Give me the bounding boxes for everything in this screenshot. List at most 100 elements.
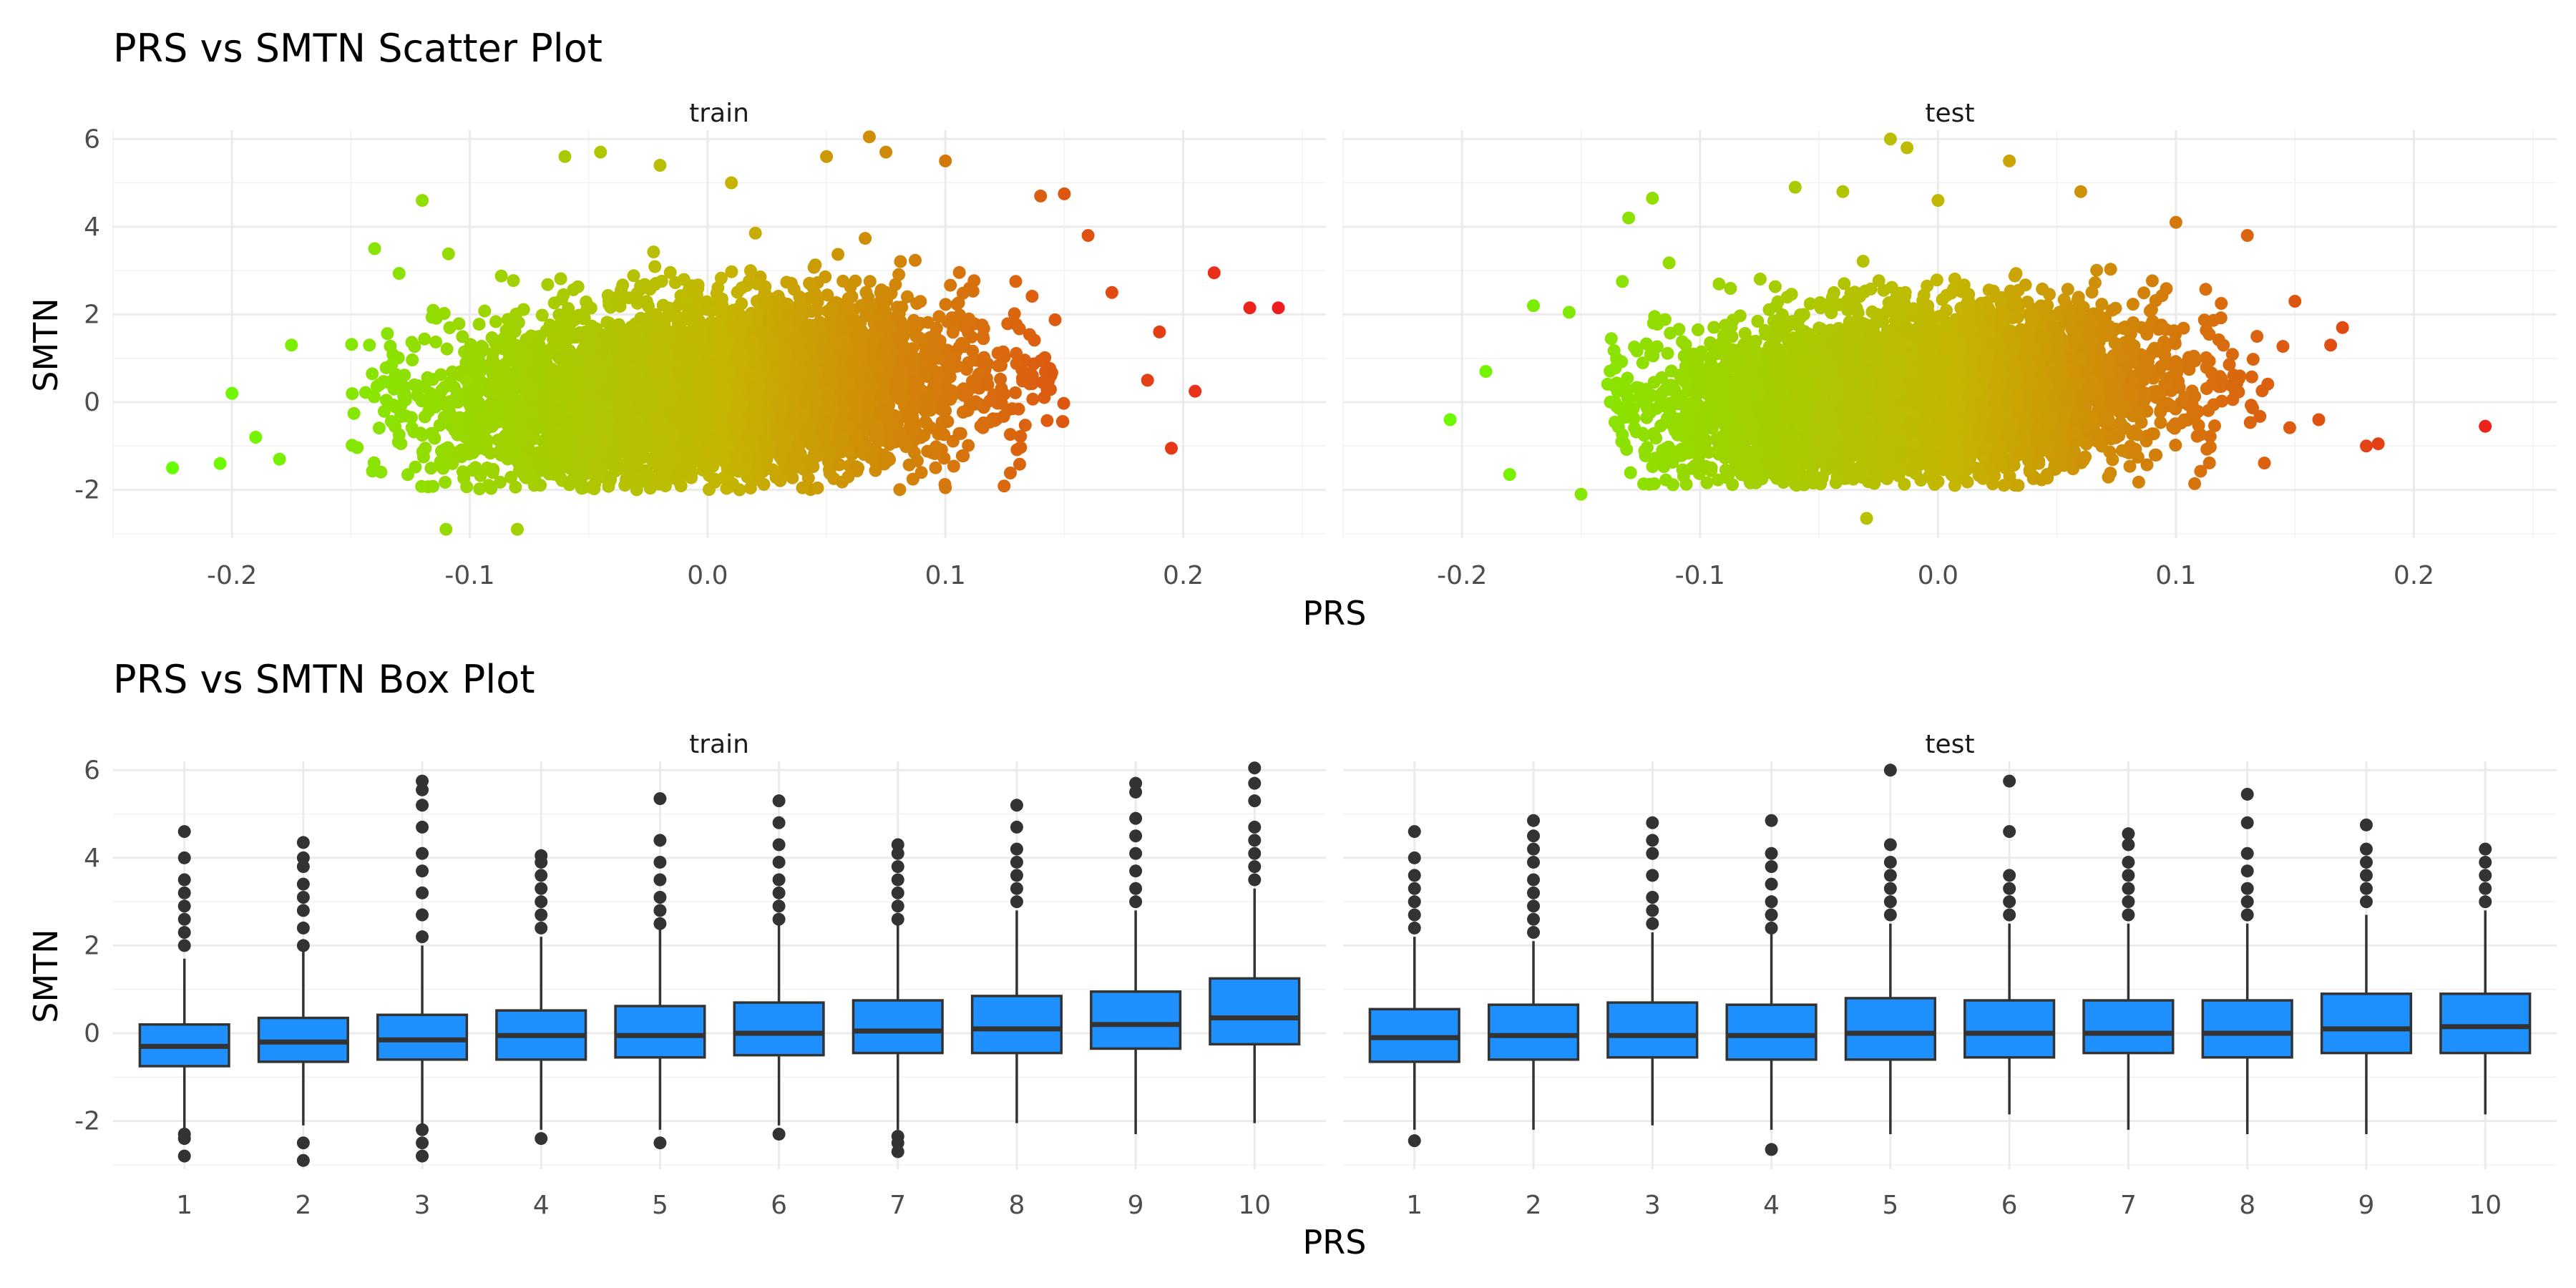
scatter-point: [668, 276, 682, 289]
scatter-point: [1040, 414, 1054, 427]
scatter-point: [601, 428, 615, 441]
scatter-point: [901, 290, 914, 303]
scatter-point: [857, 364, 870, 377]
scatter-point: [471, 386, 484, 400]
scatter-point: [510, 356, 524, 370]
scatter-point: [551, 404, 565, 418]
scatter-point: [842, 421, 856, 434]
scatter-point: [398, 387, 411, 400]
scatter-point: [381, 327, 394, 341]
scatter-point: [796, 300, 809, 313]
scatter-point: [1018, 419, 1032, 432]
scatter-point: [977, 416, 990, 429]
scatter-point: [567, 283, 580, 296]
scatter-point: [809, 258, 822, 272]
scatter-point: [525, 329, 538, 343]
scatter-point: [1023, 328, 1036, 341]
scatter-point: [804, 438, 818, 452]
scatter-point: [1026, 392, 1040, 406]
scatter-point: [919, 415, 932, 429]
scatter-point: [366, 367, 379, 381]
scatter-point: [735, 346, 748, 359]
scatter-point: [649, 277, 663, 291]
scatter-point: [450, 389, 464, 402]
scatter-point: [1016, 374, 1030, 388]
scatter-point: [922, 316, 935, 329]
scatter-point: [1034, 354, 1048, 367]
scatter-point: [489, 315, 502, 328]
scatter-point: [952, 265, 966, 279]
scatter-point: [607, 378, 620, 391]
scatter-point: [875, 290, 889, 303]
scatter-point: [482, 479, 495, 492]
scatter-point: [1014, 429, 1028, 443]
scatter-point: [796, 481, 809, 494]
scatter-point: [554, 272, 567, 286]
scatter-point: [416, 445, 429, 459]
scatter-point: [730, 452, 743, 466]
scatter-point: [803, 276, 816, 290]
scatter-point: [424, 462, 438, 475]
scatter-point: [748, 226, 762, 240]
scatter-point: [823, 369, 836, 383]
scatter-point: [630, 296, 644, 310]
scatter-point: [776, 444, 789, 457]
scatter-point: [531, 351, 545, 364]
scatter-point: [868, 425, 882, 439]
scatter-point: [914, 295, 927, 308]
scatter-point: [597, 328, 610, 342]
scatter-point: [532, 421, 545, 435]
scatter-point: [894, 255, 907, 268]
scatter-point: [1057, 396, 1070, 410]
scatter-point: [660, 464, 673, 478]
scatter-point: [359, 386, 372, 399]
scatter-point: [380, 394, 393, 407]
scatter-point: [648, 260, 662, 273]
scatter-point: [532, 459, 546, 472]
scatter-point: [472, 318, 486, 331]
scatter-point: [956, 286, 970, 300]
scatter-point: [394, 437, 408, 451]
scatter-point: [717, 425, 731, 439]
scatter-point: [774, 474, 787, 487]
scatter-point: [392, 267, 406, 280]
scatter-point: [819, 414, 832, 427]
scatter-point: [1004, 467, 1017, 479]
scatter-point: [762, 316, 775, 330]
scatter-point: [630, 483, 643, 497]
scatter-point: [906, 413, 919, 426]
scatter-point: [703, 483, 716, 496]
scatter-point: [934, 424, 947, 437]
scatter-point: [1014, 441, 1028, 454]
scatter-point: [893, 483, 907, 497]
scatter-point: [577, 344, 591, 358]
scatter-point: [509, 480, 522, 494]
scatter-point: [535, 308, 549, 322]
scatter-point: [653, 433, 667, 447]
scatter-point: [672, 348, 686, 361]
scatter-point: [480, 462, 494, 474]
scatter-strip-test: test: [1925, 99, 1974, 128]
scatter-point: [441, 247, 455, 260]
scatter-point: [909, 374, 922, 387]
scatter-point: [864, 298, 877, 311]
scatter-point: [1048, 313, 1062, 326]
scatter-point: [547, 296, 561, 310]
scatter-point: [384, 339, 397, 353]
scatter-point: [945, 386, 958, 399]
scatter-point: [939, 298, 952, 311]
scatter-point: [811, 481, 824, 494]
scatter-point: [1012, 402, 1025, 416]
scatter-point: [460, 480, 474, 494]
scatter-point: [415, 394, 429, 408]
scatter-point: [346, 387, 359, 401]
scatter-point: [366, 464, 379, 478]
scatter-point: [489, 336, 502, 349]
scatter-point: [614, 414, 628, 428]
scatter-point: [913, 331, 927, 345]
scatter-point: [929, 461, 942, 474]
scatter-point: [743, 482, 757, 494]
scatter-point: [675, 462, 688, 476]
scatter-point: [839, 297, 852, 311]
